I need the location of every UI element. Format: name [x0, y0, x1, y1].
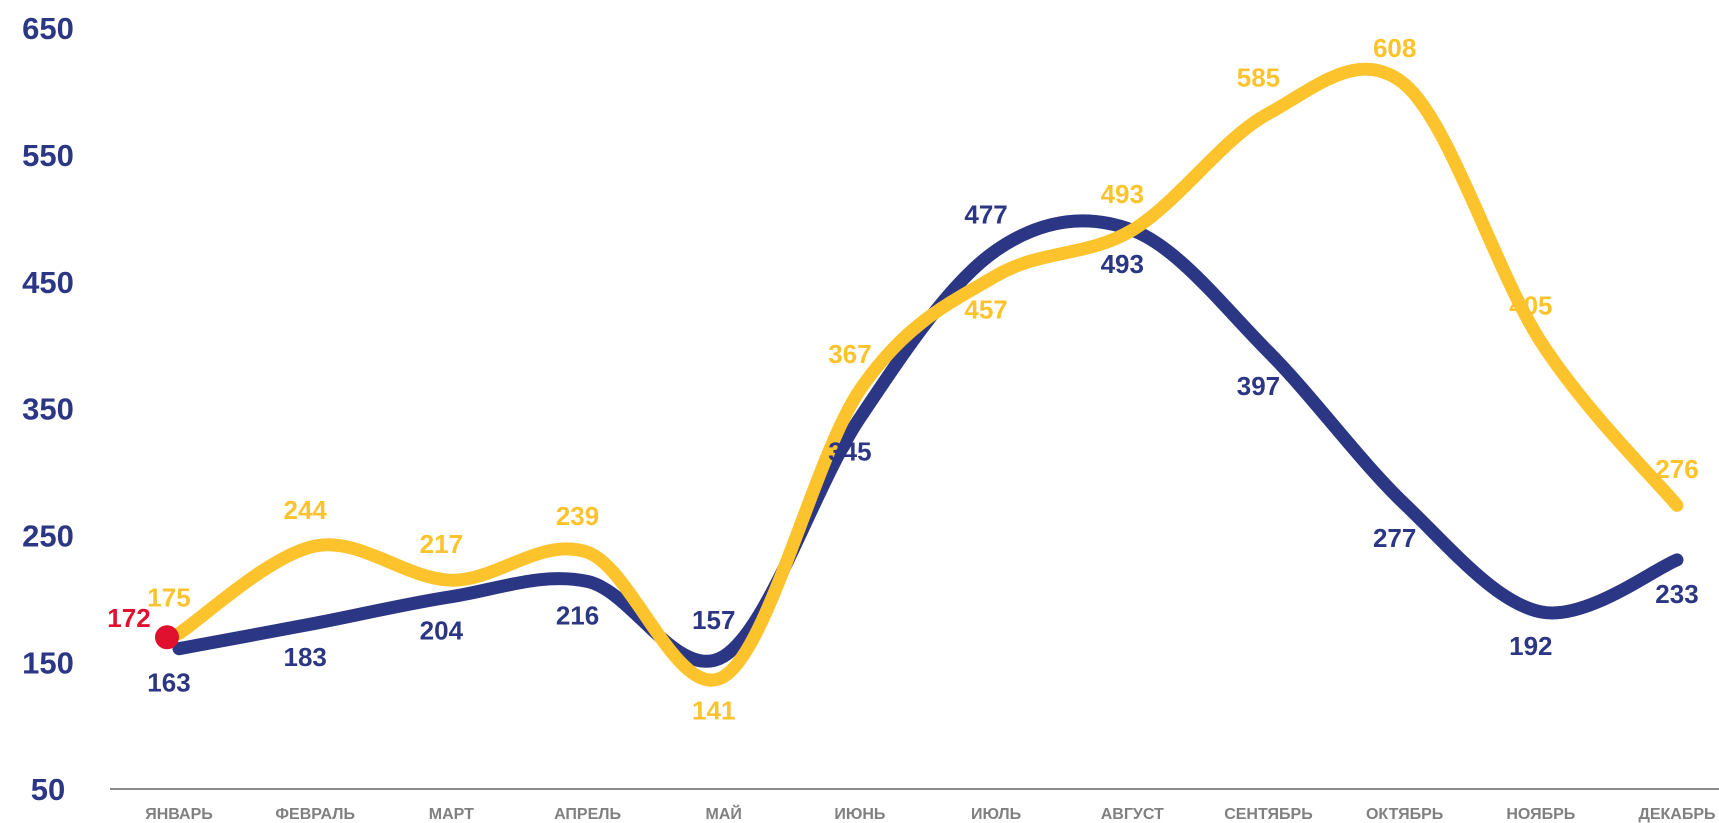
data-label: 457	[964, 295, 1007, 325]
data-label: 204	[420, 616, 464, 646]
y-tick-label: 50	[31, 772, 65, 807]
data-label: 192	[1509, 631, 1552, 661]
data-label: 216	[556, 600, 599, 630]
data-label: 233	[1655, 579, 1698, 609]
data-label: 239	[556, 501, 599, 531]
data-label: 175	[147, 582, 190, 612]
data-label: 183	[283, 642, 326, 672]
data-label: 608	[1373, 33, 1416, 63]
x-tick-label: ФЕВРАЛЬ	[275, 806, 355, 823]
highlight-label: 172	[107, 603, 150, 633]
y-tick-label: 350	[22, 392, 74, 427]
x-tick-label: МАРТ	[429, 806, 474, 823]
y-tick-label: 150	[22, 645, 74, 680]
x-tick-label: ИЮЛЬ	[971, 806, 1021, 823]
x-tick-label: СЕНТЯБРЬ	[1224, 806, 1313, 823]
y-tick-label: 650	[22, 11, 74, 46]
data-label: 367	[828, 339, 871, 369]
data-label: 217	[420, 529, 463, 559]
x-tick-label: АПРЕЛЬ	[554, 806, 621, 823]
data-label: 493	[1101, 179, 1144, 209]
data-label: 405	[1509, 291, 1552, 321]
data-label: 163	[147, 668, 190, 698]
x-tick-label: ИЮНЬ	[834, 806, 885, 823]
data-label: 345	[828, 437, 871, 467]
y-tick-label: 550	[22, 138, 74, 173]
x-tick-label: ДЕКАБРЬ	[1638, 806, 1715, 823]
series-line	[172, 214, 1684, 668]
data-label: 585	[1237, 62, 1280, 92]
series-line	[172, 62, 1684, 687]
data-label: 276	[1655, 454, 1698, 484]
x-tick-label: НОЯБРЬ	[1506, 806, 1575, 823]
x-tick-label: ЯНВАРЬ	[145, 806, 213, 823]
highlight-point	[155, 625, 179, 650]
data-label: 277	[1373, 523, 1416, 553]
x-tick-label: ОКТЯБРЬ	[1366, 806, 1443, 823]
data-label: 397	[1237, 371, 1280, 401]
x-tick-label: МАЙ	[706, 804, 742, 823]
data-label: 244	[283, 495, 327, 525]
y-tick-label: 450	[22, 265, 74, 300]
data-label: 157	[692, 605, 735, 635]
data-label: 477	[964, 199, 1007, 229]
x-tick-label: АВГУСТ	[1101, 806, 1164, 823]
data-label: 493	[1101, 249, 1144, 279]
y-tick-label: 250	[22, 519, 74, 554]
data-label: 141	[692, 695, 735, 725]
